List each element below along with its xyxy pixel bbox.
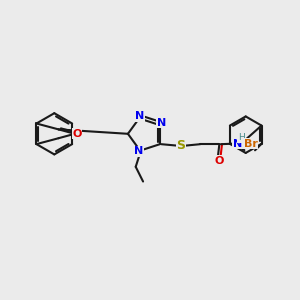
Text: N: N <box>135 111 144 122</box>
Text: S: S <box>177 139 186 152</box>
Text: N: N <box>157 118 166 128</box>
Text: Br: Br <box>244 139 257 149</box>
Text: O: O <box>214 156 224 166</box>
Text: O: O <box>72 129 82 139</box>
Text: N: N <box>233 139 242 148</box>
Text: N: N <box>134 146 143 156</box>
Text: H: H <box>238 133 244 142</box>
